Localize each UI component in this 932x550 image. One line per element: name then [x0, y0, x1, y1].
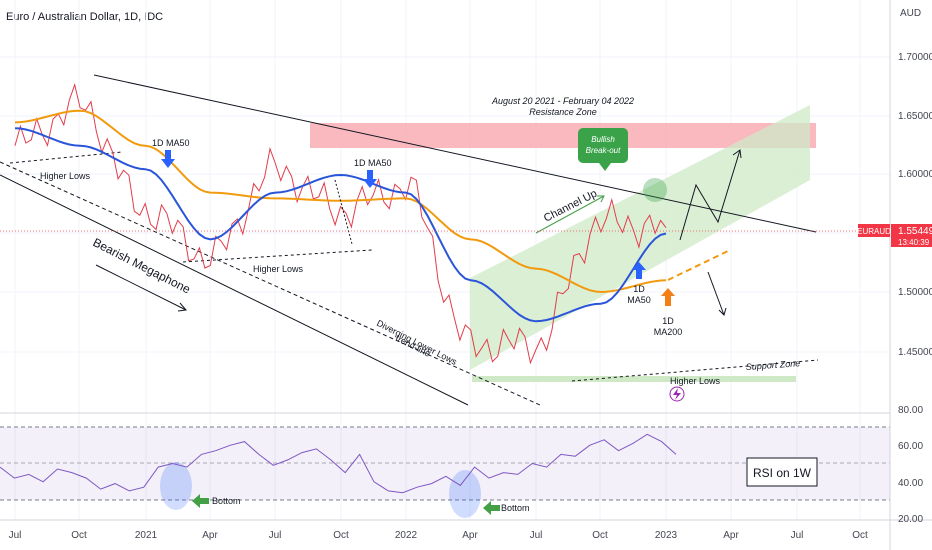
grid: [0, 0, 890, 520]
price-tick: 1.50000: [898, 287, 932, 298]
ma200-projection-line: [667, 249, 731, 281]
ma200-label-line-1: 1D: [662, 316, 674, 326]
rsi-label: RSI on 1W: [753, 466, 812, 480]
lightning-icon: [669, 386, 685, 402]
last-price-value: 1.55449: [898, 226, 932, 237]
symbol-title: Euro / Australian Dollar, 1D, IDC: [6, 11, 163, 23]
price-tick: 1.65000: [898, 111, 932, 122]
rsi-tick: 20.00: [898, 514, 923, 525]
ma50-line: [14, 127, 667, 323]
higher-lows-label-2: Higher Lows: [253, 264, 304, 274]
ma50-label-2: 1D MA50: [354, 158, 392, 168]
megaphone-upper-line: [93, 74, 817, 233]
support-zone: [472, 376, 796, 382]
ma50-arrow-2: [363, 170, 377, 188]
time-tick: 2022: [395, 530, 418, 541]
price-tick: 1.70000: [898, 52, 932, 63]
ma200-label-line-2: MA200: [654, 327, 683, 337]
rsi-tick: 60.00: [898, 441, 923, 452]
time-tick: Oct: [333, 530, 349, 541]
megaphone-lower-line: [0, 174, 469, 406]
ma50-arrow-1: [161, 150, 175, 168]
bullish-projection-arrowhead: [732, 149, 742, 159]
time-tick: 2023: [655, 530, 678, 541]
ma50-label-3-line-2: MA50: [627, 295, 651, 305]
higher-lows-label-3: Higher Lows: [670, 376, 721, 386]
rsi-tick: 40.00: [898, 478, 923, 489]
last-price-tag: 1.55449 13:40:39: [891, 224, 932, 247]
higher-lows-line-1: [9, 151, 123, 164]
breakout-circle: [643, 178, 667, 202]
bullish-label-line-1: Bullish: [591, 135, 615, 144]
megaphone-arrow: [95, 264, 187, 311]
time-tick: Jul: [269, 530, 282, 541]
time-tick: Jul: [530, 530, 543, 541]
resistance-subtitle: Resistance Zone: [529, 107, 597, 117]
countdown-value: 13:40:39: [898, 238, 930, 247]
ma50-label-1: 1D MA50: [152, 138, 190, 148]
time-tick: Jul: [9, 530, 22, 541]
channel-up-zone: [470, 105, 810, 370]
rsi-axis[interactable]: 80.00 60.00 40.00 20.00: [898, 405, 923, 525]
bullish-breakout-callout: Bullish Break-out: [578, 128, 628, 171]
time-tick: Oct: [71, 530, 87, 541]
time-tick: 2021: [135, 530, 158, 541]
currency-label: AUD: [900, 8, 921, 19]
bullish-label-line-2: Break-out: [586, 146, 621, 155]
bullish-projection-path: [679, 149, 741, 241]
bottom-label-2: Bottom: [501, 503, 530, 513]
bearish-projection-path: [707, 271, 725, 316]
time-tick: Oct: [592, 530, 608, 541]
drop-dotted-arrow: [334, 179, 353, 245]
rsi-line: [0, 433, 677, 494]
time-tick: Oct: [852, 530, 868, 541]
bottom-arrow-2: [483, 501, 500, 515]
resistance-title: August 20 2021 - February 04 2022: [491, 96, 634, 106]
price-line: [14, 83, 667, 365]
time-tick: Jul: [791, 530, 804, 541]
time-axis[interactable]: Jul Oct 2021 Apr Jul Oct 2022 Apr Jul Oc…: [9, 530, 868, 541]
ma50-label-3-line-1: 1D: [633, 284, 645, 294]
higher-lows-line-2: [182, 249, 373, 263]
bottom-label-1: Bottom: [212, 496, 241, 506]
time-tick: Apr: [462, 530, 478, 541]
price-axis[interactable]: AUD 1.70000 1.65000 1.60000 1.50000 1.45…: [898, 8, 932, 358]
channel-up-arrowhead: [597, 195, 605, 203]
higher-lows-line-3: [571, 359, 819, 382]
rsi-bottom-circle-1: [160, 462, 192, 510]
diverging-lower-lows-line: [0, 161, 541, 406]
bottom-arrow-1: [192, 494, 209, 508]
rsi-bottom-circle-2: [449, 470, 481, 518]
price-tick: 1.60000: [898, 169, 932, 180]
time-tick: Apr: [723, 530, 739, 541]
resistance-zone: [310, 123, 816, 148]
symbol-tag-text: EURAUD: [857, 227, 891, 236]
rsi-tick: 80.00: [898, 405, 923, 416]
ma200-arrow: [661, 288, 675, 306]
support-zone-label: Support Zone: [745, 358, 800, 372]
bearish-projection-arrowhead: [718, 307, 727, 316]
symbol-tag: EURAUD: [857, 224, 891, 237]
price-tick: 1.45000: [898, 347, 932, 358]
ma50-arrow-3: [632, 262, 646, 279]
channel-up-arrow: [535, 195, 605, 234]
time-tick: Apr: [202, 530, 218, 541]
rsi-label-box: [746, 457, 818, 487]
megaphone-arrowhead: [177, 302, 187, 312]
higher-lows-label-1: Higher Lows: [40, 171, 91, 181]
